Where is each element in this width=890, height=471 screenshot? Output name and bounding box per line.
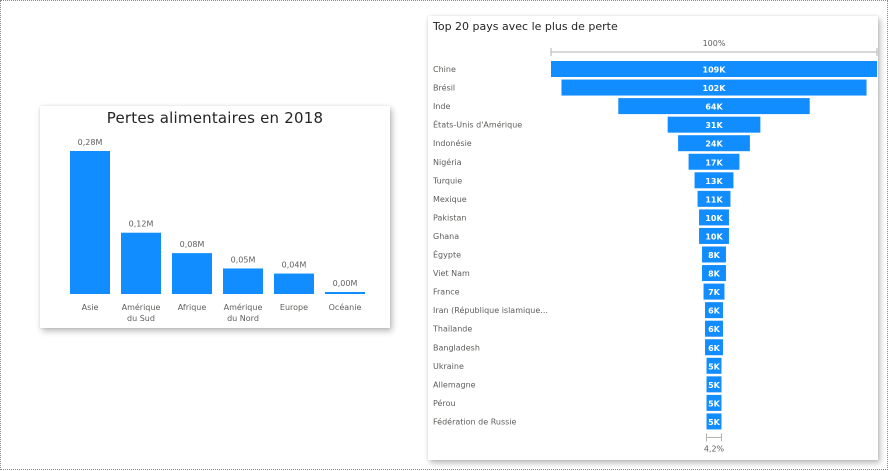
funnel-bar[interactable]	[702, 265, 726, 282]
funnel-chart-title: Top 20 pays avec le plus de perte	[433, 20, 618, 33]
funnel-data-label: 5K	[708, 362, 721, 371]
funnel-category-label: Pérou	[433, 398, 456, 408]
funnel-chart-visual[interactable]: Top 20 pays avec le plus de perte 100% 10…	[428, 16, 878, 460]
bar-data-label: 0,00M	[333, 279, 358, 288]
funnel-data-label: 109K	[703, 66, 727, 75]
bar-data-label: 0,28M	[78, 138, 103, 147]
funnel-data-label: 102K	[703, 84, 727, 93]
funnel-category-label: Thaïlande	[432, 325, 472, 334]
funnel-category-label: Ukraine	[433, 362, 464, 371]
bar-chart-title: Pertes alimentaires en 2018	[106, 109, 324, 127]
funnel-bar[interactable]	[702, 246, 726, 263]
funnel-category-label: Chine	[433, 65, 456, 74]
funnel-category-label: Ghana	[433, 232, 459, 241]
bar-chart-visual[interactable]: Pertes alimentaires en 2018 0,28M Asie 0,1…	[40, 106, 390, 328]
funnel-data-label: 7K	[708, 288, 721, 297]
funnel-bar[interactable]	[705, 339, 723, 356]
funnel-category-label: États-Unis d'Amérique	[433, 119, 522, 130]
funnel-data-label: 6K	[708, 325, 721, 334]
x-tick-label: Amérique du Sud	[122, 302, 161, 323]
funnel-category-label: Viet Nam	[433, 269, 470, 278]
bar-chart-plot: 0,28M Asie 0,12M Amérique du Sud 0,08M Afrique…	[70, 138, 365, 323]
funnel-category-label: Mexique	[433, 195, 467, 204]
funnel-bar[interactable]	[697, 190, 731, 207]
funnel-data-label: 5K	[708, 399, 721, 408]
bar-data-label: 0,12M	[129, 220, 154, 229]
bar[interactable]	[325, 292, 365, 294]
funnel-category-label: Iran (République islamique...	[433, 305, 548, 315]
bar-data-label: 0,04M	[282, 261, 307, 270]
x-tick-label: Amérique du Nord	[224, 302, 263, 323]
bar[interactable]	[172, 253, 212, 294]
bar[interactable]	[70, 151, 110, 294]
funnel-data-label: 8K	[708, 270, 721, 279]
funnel-category-label: France	[433, 288, 460, 297]
funnel-bar[interactable]	[706, 394, 722, 411]
x-tick-label: Europe	[280, 303, 308, 312]
funnel-data-label: 64K	[705, 103, 723, 112]
funnel-category-label: Fédération de Russie	[433, 416, 517, 426]
funnel-data-label: 6K	[708, 344, 721, 353]
bar[interactable]	[274, 273, 314, 294]
funnel-category-label: Bangladesh	[433, 343, 480, 352]
top-percent-label: 100%	[703, 39, 726, 48]
funnel-bar[interactable]	[699, 227, 729, 244]
bar-data-label: 0,05M	[231, 255, 256, 264]
funnel-data-label: 11K	[705, 195, 723, 204]
funnel-bar[interactable]	[561, 79, 867, 96]
bar-data-label: 0,08M	[180, 240, 205, 249]
funnel-data-label: 10K	[705, 232, 723, 241]
funnel-data-label: 17K	[705, 158, 723, 167]
x-tick-label: Afrique	[178, 303, 207, 312]
funnel-category-label: Turquie	[432, 176, 462, 185]
funnel-data-label: 31K	[705, 121, 723, 130]
funnel-data-label: 24K	[705, 140, 723, 149]
funnel-data-label: 5K	[708, 418, 721, 427]
funnel-category-label: Brésil	[433, 83, 455, 93]
funnel-data-label: 5K	[708, 381, 721, 390]
funnel-category-label: Égypte	[433, 249, 461, 260]
funnel-bar[interactable]	[618, 98, 810, 115]
funnel-data-label: 6K	[708, 307, 721, 316]
funnel-data-label: 10K	[705, 214, 723, 223]
funnel-bar[interactable]	[705, 302, 723, 319]
funnel-bar[interactable]	[706, 357, 722, 374]
funnel-bar[interactable]	[688, 153, 740, 170]
funnel-bar[interactable]	[667, 116, 761, 133]
funnel-data-label: 13K	[705, 177, 723, 186]
bottom-percent-label: 4,2%	[704, 444, 725, 453]
funnel-bar[interactable]	[705, 320, 723, 337]
bar[interactable]	[223, 268, 263, 294]
funnel-data-label: 8K	[708, 251, 721, 260]
funnel-chart-plot: 100% 109K Chine 102K Brésil 64K Inde 31K États-U…	[432, 39, 878, 453]
funnel-category-label: Inde	[433, 102, 451, 111]
funnel-bar[interactable]	[678, 135, 750, 152]
funnel-bar[interactable]	[703, 283, 725, 300]
bar[interactable]	[121, 232, 161, 294]
funnel-bar[interactable]	[694, 172, 734, 189]
x-tick-label: Océanie	[329, 302, 362, 312]
funnel-bar[interactable]	[706, 413, 722, 430]
funnel-category-label: Nigéria	[433, 157, 462, 167]
funnel-bar[interactable]	[706, 376, 722, 393]
funnel-category-label: Indonésie	[433, 138, 472, 148]
funnel-category-label: Allemagne	[433, 380, 476, 389]
funnel-bar[interactable]	[551, 61, 877, 77]
funnel-bar[interactable]	[699, 209, 729, 226]
funnel-category-label: Pakistan	[433, 213, 467, 222]
x-tick-label: Asie	[82, 303, 99, 312]
